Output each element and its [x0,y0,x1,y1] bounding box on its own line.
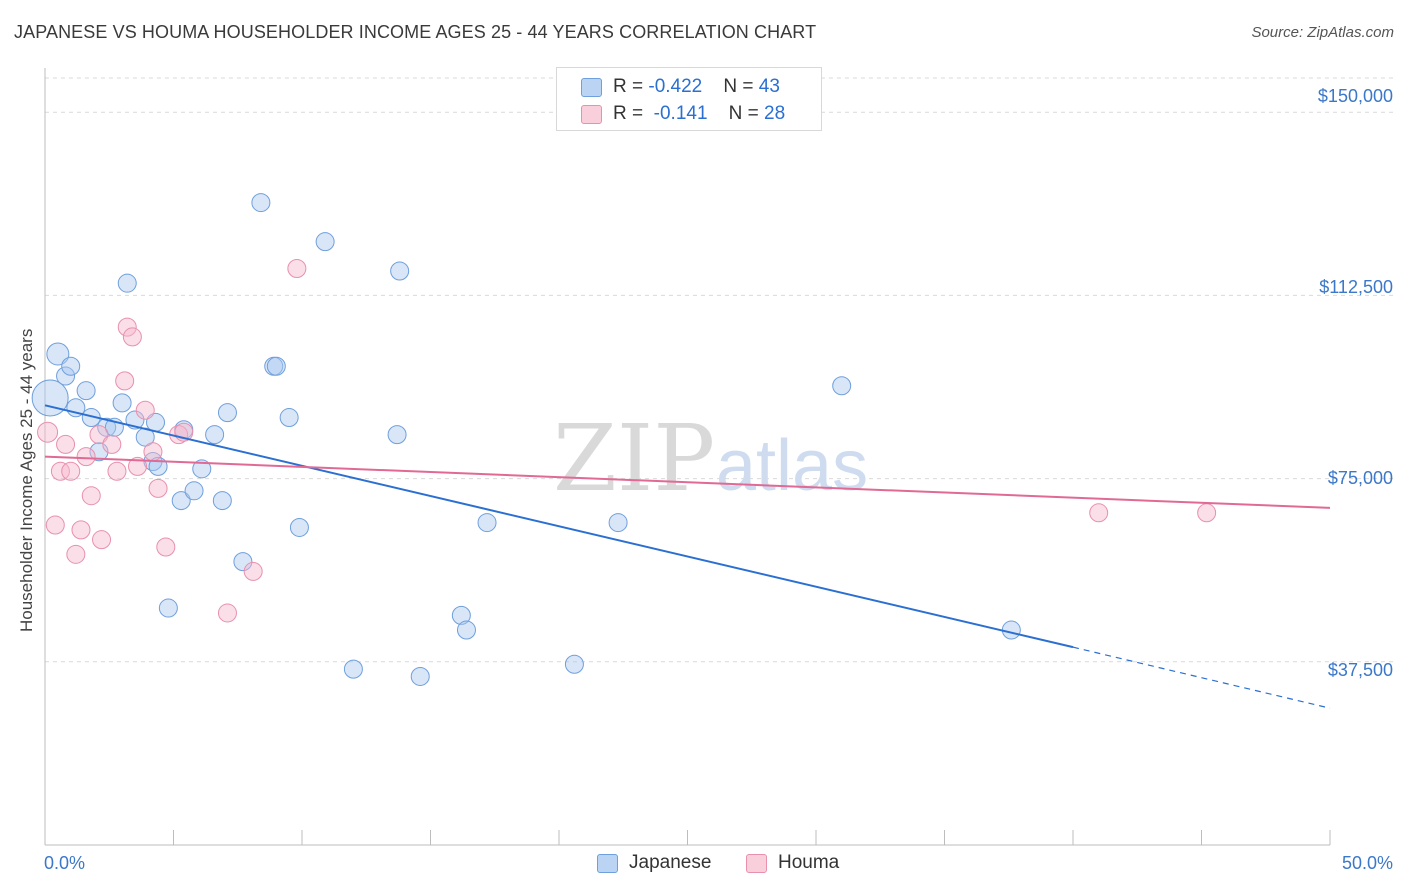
houma-point [107,461,127,481]
houma-point [56,434,76,454]
japanese-point [410,666,430,686]
houma-swatch [581,105,602,124]
legend-n-value-houma: 28 [764,103,786,124]
japanese-point [343,659,363,679]
houma-point [156,537,176,557]
houma-point [143,442,163,462]
chart-title: JAPANESE VS HOUMA HOUSEHOLDER INCOME AGE… [14,22,817,42]
japanese-swatch [581,78,602,97]
houma-point [89,425,109,445]
houma-point [122,327,142,347]
legend-r-label: R = [613,76,649,97]
legend-r-value-houma: -0.141 [648,103,708,124]
houma-point [128,456,148,476]
japanese-point [112,393,132,413]
y-tick-label-150000: $150,000 [1317,86,1393,106]
houma-trend-line [44,455,1331,509]
houma-point [50,461,70,481]
japanese-point [31,379,69,417]
japanese-point [832,376,852,396]
japanese-point [251,193,271,213]
houma-point [135,400,155,420]
japanese-point [61,356,81,376]
japanese-point [477,513,497,533]
houma-point [76,447,96,467]
houma-legend-swatch [746,854,767,873]
japanese-point [158,598,178,618]
japanese-point [117,273,137,293]
legend-r-label: R = [613,103,649,124]
houma-point [45,515,65,535]
japanese-point [1001,620,1021,640]
japanese-point [387,425,407,445]
japanese-point [451,605,471,625]
y-tick-label-37500: $37,500 [1327,660,1393,680]
japanese-point [289,517,309,537]
japanese-point [456,620,476,640]
japanese-point [212,491,232,511]
japanese-point [279,408,299,428]
y-tick-label-75000: $75,000 [1327,468,1393,488]
houma-point [102,434,122,454]
houma-legend-label: Houma [778,852,840,873]
x-tick-label-max: 50.0% [1341,853,1393,873]
houma-point [287,259,307,279]
japanese-point [205,425,225,445]
houma-point [37,421,59,443]
watermark-zip: ZIP [553,405,715,512]
y-tick-label-112500: $112,500 [1319,277,1393,297]
japanese-point [171,491,191,511]
japanese-point [46,342,70,366]
japanese-point [266,356,286,376]
watermark-atlas: atlas [716,426,868,506]
japanese-point [184,481,204,501]
japanese-point [233,552,253,572]
houma-point [66,544,86,564]
japanese-legend-label: Japanese [629,852,712,873]
houma-point [1197,503,1217,523]
japanese-trend-line [44,404,1074,649]
japanese-point [76,381,96,401]
correlation-legend: R = -0.422 N = 43 R = -0.141 N = 28 [556,67,822,131]
japanese-point [390,261,410,281]
houma-point [217,603,237,623]
legend-n-label: N = [728,103,765,124]
japanese-point [608,513,628,533]
japanese-point [56,366,76,386]
houma-point [92,530,112,550]
houma-point [71,520,91,540]
houma-point [1089,503,1109,523]
japanese-point [97,417,117,437]
legend-n-label: N = [723,76,759,97]
houma-point [148,478,168,498]
japanese-point [315,232,335,252]
legend-n-value-japanese: 43 [758,76,780,97]
japanese-point [217,403,237,423]
houma-point [115,371,135,391]
source-label: Source: ZipAtlas.com [1251,24,1394,41]
japanese-legend-swatch [597,854,618,873]
houma-point [81,486,101,506]
japanese-point [564,654,584,674]
houma-point [117,317,137,337]
houma-point [243,561,263,581]
japanese-point [192,459,212,479]
legend-r-value-japanese: -0.422 [648,76,703,97]
houma-point [61,461,81,481]
x-tick-label-min: 0.0% [44,853,86,873]
japanese-trend-extension [1072,646,1331,709]
